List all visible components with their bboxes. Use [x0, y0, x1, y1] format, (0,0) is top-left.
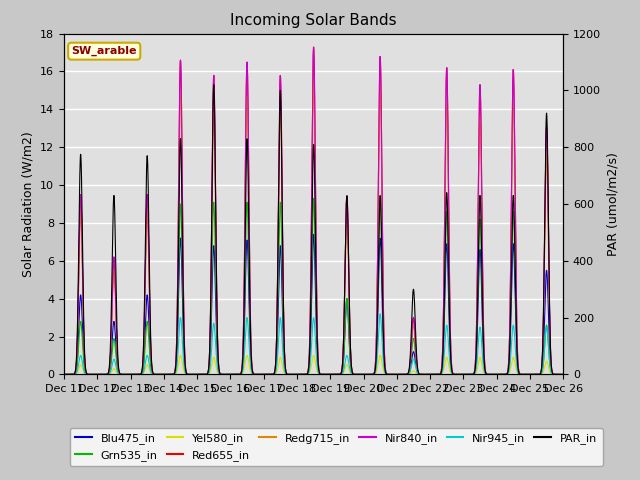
- Y-axis label: Solar Radiation (W/m2): Solar Radiation (W/m2): [22, 131, 35, 277]
- Text: SW_arable: SW_arable: [72, 46, 137, 56]
- Y-axis label: PAR (umol/m2/s): PAR (umol/m2/s): [607, 152, 620, 256]
- Legend: Blu475_in, Grn535_in, Yel580_in, Red655_in, Redg715_in, Nir840_in, Nir945_in, PA: Blu475_in, Grn535_in, Yel580_in, Red655_…: [70, 428, 603, 466]
- Title: Incoming Solar Bands: Incoming Solar Bands: [230, 13, 397, 28]
